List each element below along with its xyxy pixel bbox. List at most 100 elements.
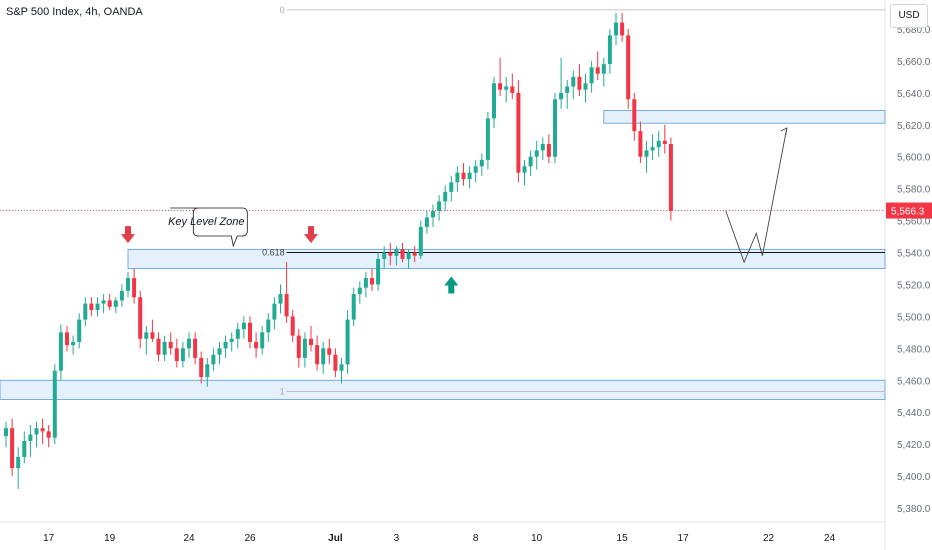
candle-body — [504, 86, 509, 90]
candle — [193, 332, 198, 365]
candle — [498, 57, 503, 97]
candle — [589, 60, 594, 93]
candle-body — [522, 166, 527, 173]
candle — [302, 332, 307, 368]
candle-body — [485, 118, 490, 160]
y-tick-label: 5,520.0 — [897, 280, 931, 291]
candle — [351, 287, 356, 326]
candle-body — [345, 319, 350, 365]
candle-body — [229, 338, 234, 342]
candle — [46, 424, 51, 448]
key-level-zone[interactable] — [127, 248, 886, 269]
candle — [345, 310, 350, 374]
y-tick-label: 5,660.0 — [897, 57, 931, 68]
x-tick-label: 24 — [183, 533, 195, 544]
x-tick-label: 22 — [763, 533, 775, 544]
candle-body — [77, 319, 82, 342]
candle-body — [71, 341, 76, 346]
candle — [260, 325, 265, 355]
candle-body — [278, 294, 283, 304]
candle-body — [144, 332, 149, 339]
candle — [284, 262, 289, 323]
candle-body — [528, 156, 533, 167]
currency-button[interactable]: USD — [890, 4, 928, 28]
y-tick-label: 5,560.0 — [897, 217, 931, 228]
candle-body — [28, 434, 33, 441]
candle-body — [370, 278, 374, 285]
candle-body — [162, 341, 167, 355]
candle — [595, 51, 600, 81]
candle — [632, 92, 637, 141]
candle — [534, 140, 539, 170]
fib-level-label: 0.618 — [262, 248, 285, 258]
candle-body — [449, 182, 454, 192]
candle-body — [315, 345, 320, 365]
candle — [132, 268, 137, 304]
candle — [235, 322, 240, 349]
candle-body — [437, 201, 442, 212]
candle-body — [498, 83, 503, 90]
x-tick-label: 17 — [43, 533, 55, 544]
candle — [449, 175, 454, 202]
candle-body — [644, 150, 649, 157]
candle — [254, 332, 259, 358]
y-tick-label: 5,460.0 — [897, 376, 931, 387]
candle — [376, 252, 381, 291]
fib-level-label: 0 — [280, 5, 285, 15]
candle — [382, 246, 387, 269]
candle-body — [455, 172, 460, 183]
candle-body — [266, 319, 271, 333]
candle — [650, 134, 655, 160]
upper-resistance-zone[interactable] — [603, 110, 886, 124]
candle — [138, 290, 143, 349]
candle-body — [138, 297, 143, 339]
candle-body — [363, 278, 368, 288]
candle-body — [107, 300, 112, 307]
candle-body — [632, 99, 637, 132]
candle — [479, 153, 484, 176]
candle — [34, 421, 39, 448]
candle-body — [16, 456, 21, 469]
candle — [119, 284, 124, 307]
candle — [199, 351, 204, 384]
lower-support-zone[interactable] — [0, 379, 886, 400]
candle — [28, 424, 33, 457]
candle-body — [388, 252, 393, 256]
x-tick-label: 3 — [394, 533, 400, 544]
candle — [95, 297, 100, 317]
key-level-callout[interactable]: Key Level Zone — [168, 207, 248, 248]
candle-body — [662, 140, 667, 144]
candle-body — [461, 172, 466, 180]
x-tick-label: 17 — [678, 533, 690, 544]
candle-body — [193, 338, 198, 358]
candle — [144, 325, 149, 355]
candle — [565, 80, 570, 109]
candle — [662, 124, 667, 154]
y-tick-label: 5,420.0 — [897, 440, 931, 451]
candle-body — [150, 332, 155, 339]
candle-body — [52, 370, 57, 438]
candle — [4, 421, 8, 448]
candle-body — [113, 300, 118, 307]
candle — [77, 313, 82, 349]
projection-path[interactable] — [725, 127, 788, 264]
candle — [65, 325, 69, 352]
candle — [528, 150, 533, 176]
candle — [431, 204, 435, 227]
candle — [162, 335, 167, 362]
candle-body — [626, 35, 631, 100]
candle — [400, 242, 405, 263]
y-tick-label: 5,540.0 — [897, 249, 931, 260]
candle — [510, 73, 515, 100]
candle — [71, 335, 76, 355]
candle-body — [473, 166, 478, 173]
candle — [339, 357, 344, 384]
candle-body — [168, 341, 173, 349]
candle-body — [595, 67, 600, 74]
candle-body — [156, 338, 161, 355]
candle — [522, 159, 527, 186]
candle — [668, 137, 673, 221]
candle — [315, 335, 320, 371]
candle-body — [546, 143, 551, 157]
